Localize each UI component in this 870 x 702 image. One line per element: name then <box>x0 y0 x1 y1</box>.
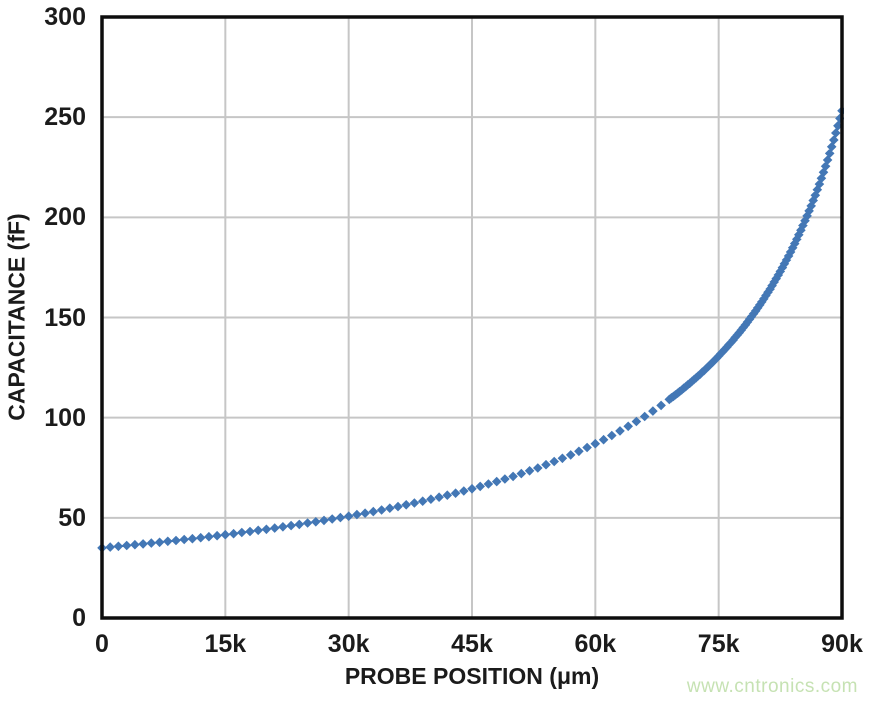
x-tick-label: 30k <box>327 630 370 658</box>
plot-border <box>100 15 844 620</box>
y-tick-label: 0 <box>72 604 86 632</box>
x-tick-label: 60k <box>574 630 617 658</box>
y-tick-label: 300 <box>44 3 86 31</box>
x-tick-label: 45k <box>451 630 493 658</box>
gridlines <box>102 17 842 618</box>
x-tick-label: 0 <box>95 630 109 658</box>
x-tick-label: 15k <box>204 630 247 658</box>
y-tick-label: 100 <box>44 403 86 432</box>
y-tick-label: 250 <box>44 103 86 132</box>
x-tick-label: 75k <box>697 630 740 658</box>
y-axis-title: CAPACITANCE (fF) <box>3 213 30 421</box>
y-tick-label: 50 <box>58 503 86 532</box>
x-axis-title: PROBE POSITION (μm) <box>344 663 600 689</box>
watermark: www.cntronics.com <box>686 676 858 697</box>
x-tick-label: 90k <box>821 630 863 658</box>
y-tick-label: 150 <box>44 303 86 332</box>
y-tick-label: 200 <box>44 203 86 232</box>
